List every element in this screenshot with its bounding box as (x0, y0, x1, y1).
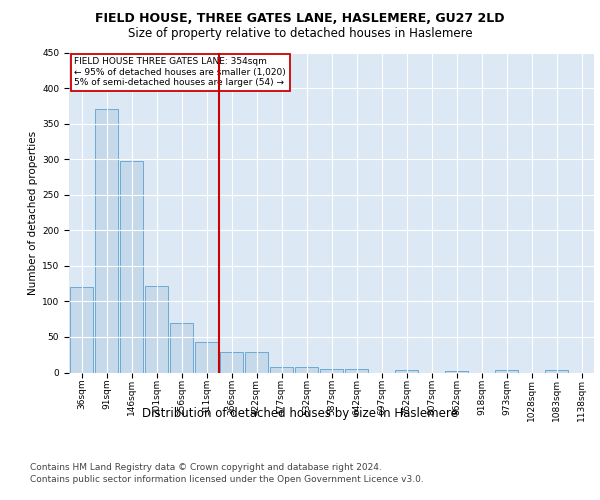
Bar (245, 352, 268, 372)
Bar (545, 370, 568, 372)
Bar (445, 371, 468, 372)
Text: Size of property relative to detached houses in Haslemere: Size of property relative to detached ho… (128, 28, 472, 40)
Bar (220, 352, 243, 372)
Bar (120, 162, 143, 372)
Bar (345, 369, 368, 372)
Bar (195, 342, 218, 372)
Text: Contains public sector information licensed under the Open Government Licence v3: Contains public sector information licen… (30, 475, 424, 484)
Text: FIELD HOUSE, THREE GATES LANE, HASLEMERE, GU27 2LD: FIELD HOUSE, THREE GATES LANE, HASLEMERE… (95, 12, 505, 26)
Bar (495, 370, 518, 372)
Text: FIELD HOUSE THREE GATES LANE: 354sqm
← 95% of detached houses are smaller (1,020: FIELD HOUSE THREE GATES LANE: 354sqm ← 9… (74, 58, 286, 87)
Text: Contains HM Land Registry data © Crown copyright and database right 2024.: Contains HM Land Registry data © Crown c… (30, 462, 382, 471)
Bar (295, 367, 318, 372)
Bar (395, 370, 418, 372)
Bar (170, 322, 193, 372)
Bar (270, 367, 293, 372)
Bar (320, 369, 343, 372)
Text: Distribution of detached houses by size in Haslemere: Distribution of detached houses by size … (142, 408, 458, 420)
Bar (70, 287, 93, 372)
Bar (95, 110, 118, 372)
Bar (145, 286, 168, 372)
Y-axis label: Number of detached properties: Number of detached properties (28, 130, 38, 294)
